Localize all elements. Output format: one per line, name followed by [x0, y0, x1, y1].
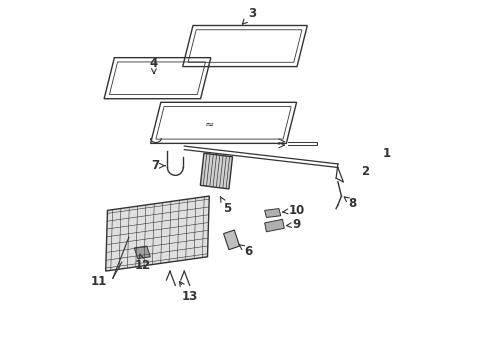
Polygon shape — [200, 153, 232, 189]
Text: 8: 8 — [344, 197, 356, 210]
Text: 12: 12 — [135, 254, 151, 272]
Text: 13: 13 — [179, 282, 198, 303]
Text: 9: 9 — [287, 218, 301, 231]
Text: 10: 10 — [283, 204, 305, 217]
Text: 6: 6 — [239, 245, 253, 258]
Polygon shape — [223, 230, 240, 249]
Text: 7: 7 — [151, 159, 165, 172]
Polygon shape — [265, 208, 281, 217]
Text: ≈: ≈ — [205, 120, 214, 130]
Text: 5: 5 — [220, 197, 231, 215]
Polygon shape — [106, 196, 209, 271]
Text: 4: 4 — [150, 57, 158, 73]
Polygon shape — [265, 219, 284, 232]
Text: 1: 1 — [383, 147, 391, 160]
Text: 11: 11 — [91, 275, 107, 288]
Polygon shape — [134, 246, 150, 258]
Text: 3: 3 — [243, 8, 256, 24]
Text: 2: 2 — [361, 165, 369, 177]
